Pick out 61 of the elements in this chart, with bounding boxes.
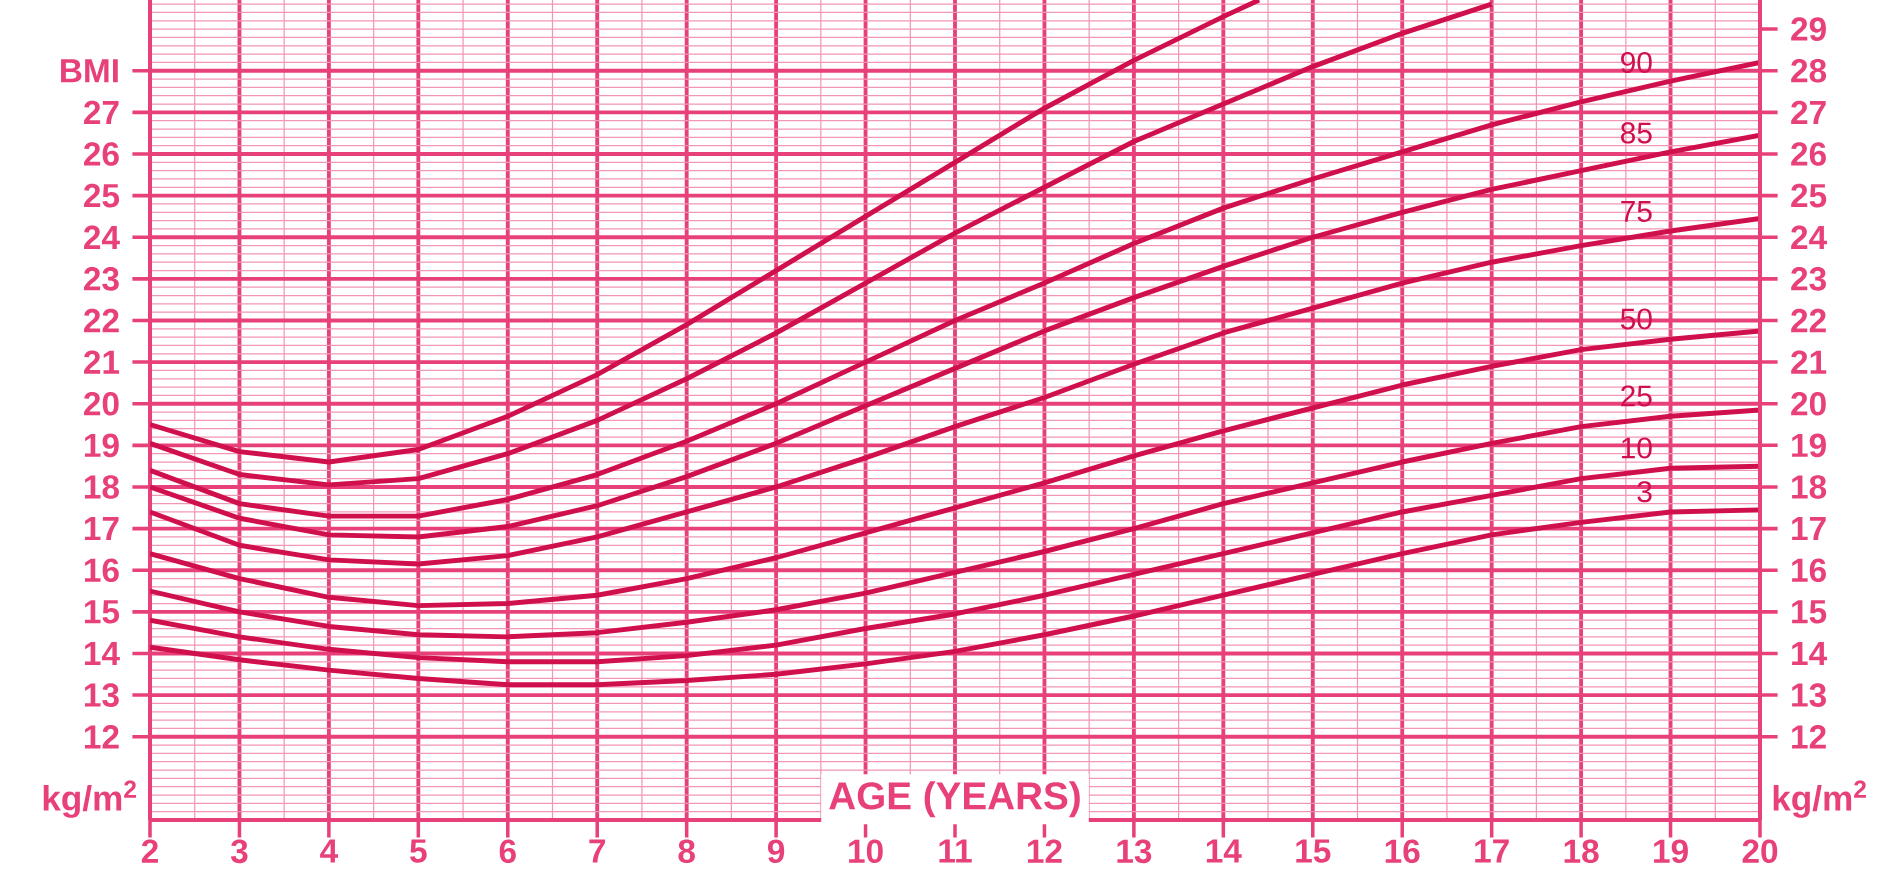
y-tick-label: 19	[84, 433, 119, 458]
y2-tick-label: 21	[1791, 350, 1827, 374]
y-tick-label: 20	[84, 391, 119, 416]
y2-tick-label: 20	[1791, 391, 1826, 416]
y2-tick-label: 13	[1792, 683, 1826, 707]
x-tick-label: 8	[678, 839, 695, 864]
y-tick-label: 15	[84, 600, 120, 624]
x-tick-label: 2	[141, 839, 158, 863]
y-tick-label: 12	[84, 725, 119, 749]
x-tick-label: 12	[1027, 839, 1062, 863]
series-label: 85	[1621, 122, 1652, 144]
y-tick-label: 17	[84, 517, 119, 541]
y2-tick-label: 17	[1792, 517, 1826, 541]
x-tick-label: 6	[499, 839, 516, 864]
series-label: 90	[1621, 51, 1652, 74]
x-tick-label: 15	[1296, 839, 1331, 863]
y2-tick-label: 26	[1791, 142, 1826, 166]
y2-tick-label: 22	[1791, 308, 1826, 333]
x-tick-label: 11	[939, 839, 972, 863]
y-tick-label: BMI	[61, 59, 118, 83]
y2-tick-label: 27	[1791, 100, 1826, 125]
x-tick-label: 5	[410, 839, 427, 863]
y2-tick-label: 23	[1791, 267, 1826, 291]
y-tick-label: 25	[84, 183, 120, 208]
y2-tick-label: 14	[1792, 641, 1827, 665]
y-tick-label: 26	[84, 142, 119, 166]
y2-tick-label: 29	[1791, 17, 1826, 41]
x-tick-label: 17	[1475, 839, 1509, 863]
x-tick-label: 13	[1117, 839, 1152, 864]
text: kg/m$^{2}$	[1773, 780, 1866, 818]
x-tick-label: 9	[767, 839, 785, 864]
y-tick-label: 13	[84, 683, 119, 707]
y2-tick-label: 24	[1791, 225, 1827, 249]
y2-tick-label: 12	[1792, 725, 1826, 749]
x-tick-label: 7	[589, 839, 606, 863]
y2-tick-label: 19	[1792, 433, 1826, 458]
x-axis-title: AGE (YEARS)	[829, 781, 1080, 818]
y2-tick-label: 15	[1792, 600, 1827, 624]
y-tick-label: 21	[84, 350, 120, 374]
y2-tick-label: 16	[1792, 558, 1826, 583]
x-tick-label: 19	[1654, 839, 1688, 864]
y-tick-label: 16	[84, 558, 119, 583]
x-tick-label: 10	[849, 839, 883, 864]
y-tick-label: 14	[84, 641, 120, 665]
y-tick-label: 24	[84, 225, 120, 249]
y2-tick-label: 18	[1792, 475, 1827, 499]
text: kg/m$^{2}$	[43, 780, 136, 818]
y-tick-label: 27	[84, 100, 119, 125]
x-tick-label: 16	[1385, 839, 1420, 864]
x-tick-label: 14	[1206, 839, 1242, 863]
y2-tick-label: 25	[1791, 183, 1827, 208]
y-tick-label: 22	[84, 308, 119, 333]
x-tick-label: 20	[1742, 839, 1778, 864]
x-tick-label: 3	[230, 839, 248, 864]
series-label: 75	[1621, 201, 1652, 222]
y2-tick-label: 28	[1791, 58, 1827, 83]
x-tick-label: 4	[320, 839, 339, 863]
series-label: 25	[1621, 385, 1652, 407]
y-tick-label: 18	[84, 475, 119, 499]
x-tick-label: 18	[1564, 839, 1599, 864]
y-tick-label: 23	[84, 267, 119, 291]
